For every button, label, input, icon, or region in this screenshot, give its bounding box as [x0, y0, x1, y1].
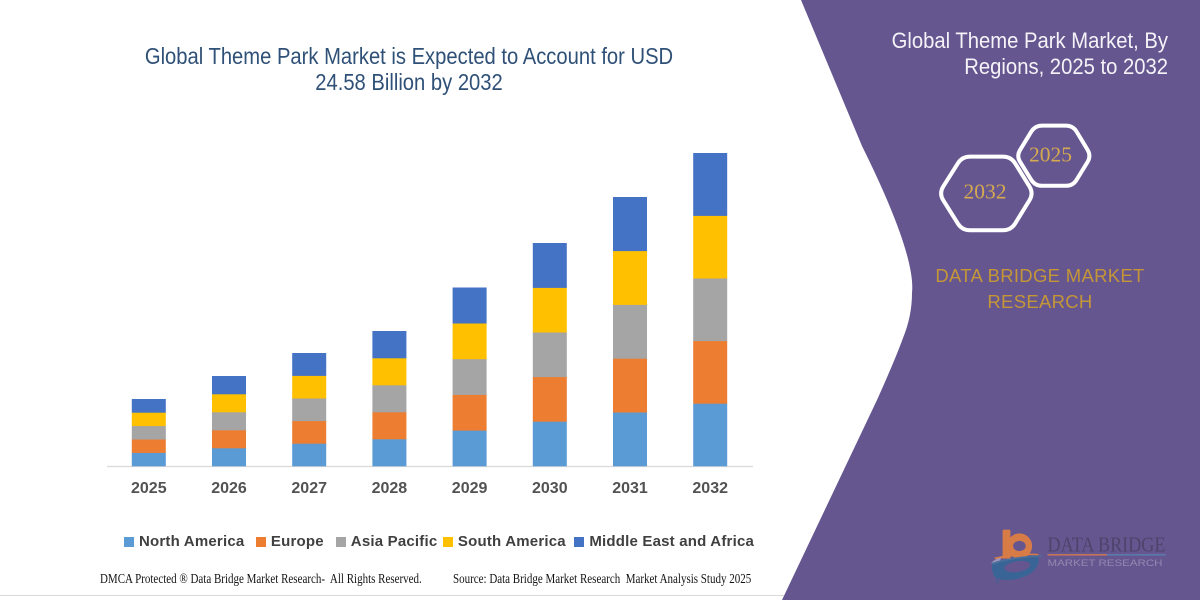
svg-text:MARKET RESEARCH: MARKET RESEARCH	[1048, 558, 1163, 568]
svg-text:DATA BRIDGE: DATA BRIDGE	[1048, 533, 1166, 557]
svg-text:2025: 2025	[1029, 143, 1072, 167]
svg-text:2032: 2032	[964, 180, 1007, 204]
